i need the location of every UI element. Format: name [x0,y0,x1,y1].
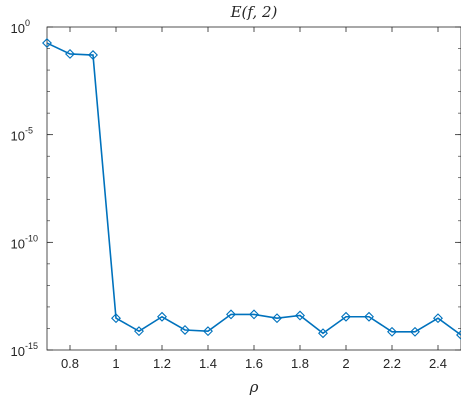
x-tick-label: 1 [112,356,119,371]
x-tick-label: 2.4 [429,356,447,371]
data-point [410,326,420,337]
axes-box [46,26,461,351]
x-tick-label: 1.8 [291,356,309,371]
data-point [157,311,167,322]
data-point [42,38,52,49]
data-point [341,311,351,322]
data-point [65,48,75,59]
x-tick-label: 1.6 [245,356,263,371]
data-point [364,311,374,322]
data-point [295,310,305,321]
y-tick-label-base: 10 [11,344,25,359]
x-tick-label: 2 [342,356,349,371]
y-tick-label-exponent: -5 [25,126,33,136]
x-axis-label: ρ [249,378,259,396]
y-tick-label-exponent: -10 [25,233,38,243]
y-tick-label: 10 -15 [11,341,38,359]
y-tick-label: 10 -10 [11,233,38,251]
y-tick-label-base: 10 [11,236,25,251]
data-point [433,313,443,324]
data-point [88,50,98,60]
chart-title: E(f, 2) [230,3,278,21]
data-point [387,326,397,337]
series-line [46,42,461,336]
series-layer [42,38,461,340]
y-tick-label-exponent: 0 [25,18,30,28]
x-tick-label: 2.2 [383,356,401,371]
data-point [180,325,190,335]
y-tick-label-base: 10 [11,21,25,36]
plot-area [46,26,461,351]
y-tick-label-base: 10 [11,129,25,144]
data-point [111,313,121,324]
data-point [249,309,259,320]
data-point [456,329,461,340]
data-point [272,313,282,324]
y-tick-label: 10 -5 [11,126,33,144]
data-point [134,326,144,337]
data-point [203,326,213,337]
x-axis-ticks: 0.8 1 1.2 1.4 1.6 1.8 2 2.2 2.4 [61,27,447,371]
x-tick-label: 1.2 [153,356,171,371]
y-tick-label: 10 0 [11,18,30,36]
data-point [318,328,328,339]
y-tick-label-exponent: -15 [25,341,38,351]
x-tick-label: 0.8 [61,356,79,371]
x-tick-label: 1.4 [199,356,217,371]
data-point [226,309,236,320]
